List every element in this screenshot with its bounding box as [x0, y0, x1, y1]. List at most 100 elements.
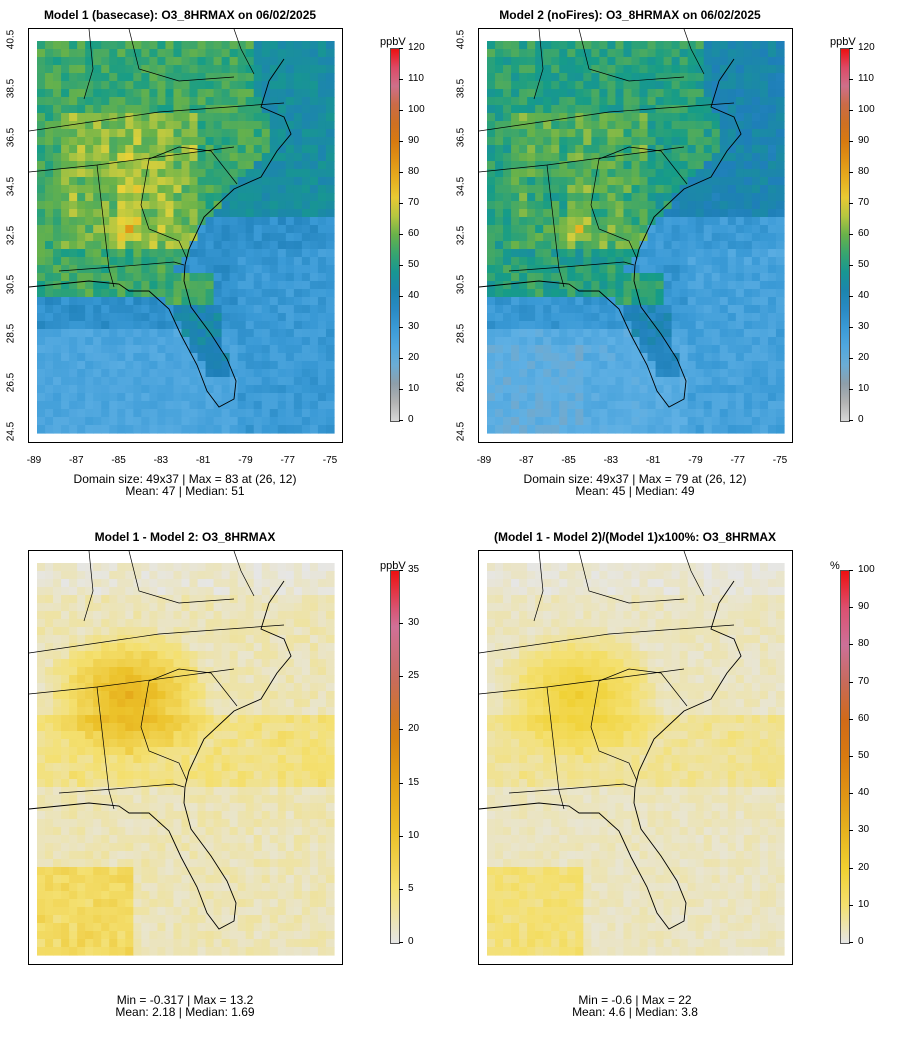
grid-cell	[727, 345, 737, 354]
grid-cell	[261, 137, 271, 146]
grid-cell	[687, 49, 697, 58]
grid-cell	[69, 153, 78, 162]
grid-cell	[599, 161, 609, 170]
grid-cell	[53, 723, 62, 732]
grid-cell	[197, 571, 207, 580]
grid-cell	[157, 177, 167, 186]
grid-cell	[679, 65, 689, 74]
grid-cell	[69, 321, 78, 330]
grid-cell	[309, 137, 319, 146]
grid-cell	[157, 683, 167, 692]
grid-cell	[61, 691, 70, 700]
grid-cell	[301, 627, 311, 636]
grid-cell	[535, 385, 544, 394]
grid-cell	[495, 57, 504, 66]
grid-cell	[487, 297, 496, 306]
grid-cell	[743, 169, 753, 178]
grid-cell	[567, 89, 576, 98]
grid-cell	[719, 353, 729, 362]
grid-cell	[133, 145, 142, 154]
grid-cell	[45, 579, 54, 588]
grid-cell	[277, 811, 287, 820]
grid-cell	[599, 329, 609, 338]
grid-cell	[61, 209, 70, 218]
grid-cell	[37, 153, 46, 162]
grid-cell	[205, 329, 215, 338]
grid-cell	[647, 305, 657, 314]
grid-cell	[277, 281, 287, 290]
grid-cell	[237, 707, 247, 716]
grid-cell	[655, 385, 665, 394]
grid-cell	[759, 121, 769, 130]
grid-cell	[181, 683, 191, 692]
grid-cell	[173, 361, 183, 370]
grid-cell	[711, 329, 721, 338]
grid-cell	[149, 105, 159, 114]
grid-cell	[623, 113, 633, 122]
grid-cell	[109, 739, 118, 748]
grid-cell	[293, 579, 303, 588]
grid-cell	[157, 563, 167, 572]
grid-cell	[85, 651, 94, 660]
grid-cell	[181, 635, 191, 644]
grid-cell	[599, 321, 609, 330]
grid-cell	[237, 97, 247, 106]
grid-cell	[221, 651, 231, 660]
grid-cell	[775, 97, 785, 106]
grid-cell	[261, 595, 271, 604]
grid-cell	[671, 193, 681, 202]
grid-cell	[173, 209, 183, 218]
grid-cell	[309, 579, 319, 588]
grid-cell	[695, 185, 705, 194]
grid-cell	[277, 313, 287, 322]
grid-cell	[687, 385, 697, 394]
grid-cell	[53, 217, 62, 226]
grid-cell	[317, 249, 327, 258]
grid-cell	[261, 329, 271, 338]
grid-cell	[213, 699, 223, 708]
grid-cell	[109, 635, 118, 644]
grid-cell	[269, 779, 279, 788]
grid-cell	[117, 707, 126, 716]
grid-cell	[141, 289, 150, 298]
grid-cell	[567, 353, 576, 362]
grid-cell	[37, 425, 46, 434]
grid-cell	[61, 201, 70, 210]
grid-cell	[77, 185, 86, 194]
grid-cell	[567, 305, 576, 314]
grid-cell	[583, 209, 592, 218]
grid-cell	[719, 369, 729, 378]
grid-cell	[735, 97, 745, 106]
grid-cell	[69, 257, 78, 266]
grid-cell	[639, 345, 649, 354]
grid-cell	[213, 177, 223, 186]
grid-cell	[285, 185, 295, 194]
grid-cell	[165, 699, 175, 708]
grid-cell	[495, 297, 504, 306]
grid-cell	[157, 209, 167, 218]
colorbar-label: 50	[858, 259, 870, 270]
grid-cell	[759, 145, 769, 154]
grid-cell	[125, 121, 134, 130]
grid-cell	[77, 121, 86, 130]
grid-cell	[767, 297, 777, 306]
grid-cell	[181, 225, 191, 234]
grid-cell	[495, 41, 504, 50]
grid-cell	[671, 209, 681, 218]
grid-cell	[567, 73, 576, 82]
grid-cell	[543, 209, 552, 218]
grid-cell	[615, 89, 625, 98]
grid-cell	[607, 321, 617, 330]
grid-cell	[93, 105, 102, 114]
grid-cell	[591, 145, 600, 154]
grid-cell	[655, 193, 665, 202]
grid-cell	[325, 313, 335, 322]
grid-cell	[519, 73, 528, 82]
grid-cell	[189, 185, 199, 194]
grid-cell	[141, 627, 150, 636]
grid-cell	[743, 297, 753, 306]
grid-cell	[309, 369, 319, 378]
grid-cell	[141, 249, 150, 258]
grid-cell	[93, 57, 102, 66]
grid-cell	[535, 361, 544, 370]
